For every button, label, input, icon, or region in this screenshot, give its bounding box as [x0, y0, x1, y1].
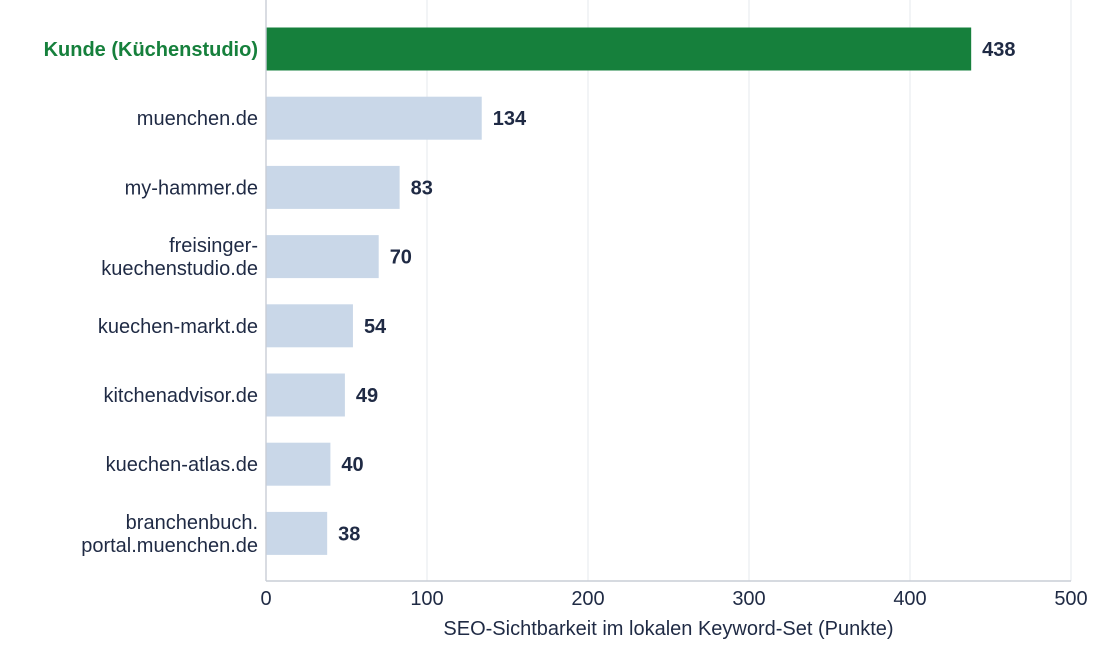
- bar-7: [266, 511, 328, 555]
- x-axis: 0 100 200 300 400 500: [260, 0, 1088, 610]
- value-label-1: 134: [493, 108, 527, 130]
- category-label-2: my-hammer.de: [125, 177, 258, 199]
- category-label-1: muenchen.de: [137, 108, 258, 130]
- x-tick-label-300: 300: [732, 588, 765, 610]
- category-label-3: freisinger-kuechenstudio.de: [101, 235, 258, 280]
- gridlines: [426, 0, 1072, 581]
- category-label-7: branchenbuch. portal.muenchen.de: [81, 512, 258, 557]
- value-labels: 438 134 83 70 54 49 40 38: [338, 39, 1015, 545]
- value-label-0: 438: [982, 39, 1015, 61]
- value-label-7: 38: [338, 523, 360, 545]
- value-label-3: 70: [390, 247, 412, 269]
- value-label-2: 83: [411, 177, 433, 199]
- category-label-6: kuechen-atlas.de: [106, 454, 258, 476]
- x-tick-label-0: 0: [260, 588, 271, 610]
- category-label-4: kuechen-markt.de: [98, 316, 258, 338]
- category-labels: Kunde (Küchenstudio) muenchen.de my-hammer…: [44, 39, 258, 557]
- bar-5: [266, 373, 345, 417]
- bar-2: [266, 165, 400, 209]
- x-tick-label-400: 400: [893, 588, 926, 610]
- value-label-5: 49: [356, 385, 378, 407]
- value-label-4: 54: [364, 316, 387, 338]
- bar-4: [266, 304, 353, 348]
- x-axis-title: SEO-Sichtbarkeit im lokalen Keyword-Set …: [443, 618, 893, 640]
- bar-3: [266, 235, 379, 279]
- category-label-0: Kunde (Küchenstudio): [44, 39, 258, 61]
- bar-0: [266, 27, 972, 71]
- x-tick-label-200: 200: [571, 588, 604, 610]
- category-label-5: kitchenadvisor.de: [103, 385, 258, 407]
- x-tick-label-500: 500: [1054, 588, 1087, 610]
- value-label-6: 40: [341, 454, 363, 476]
- bar-6: [266, 442, 331, 486]
- x-tick-label-100: 100: [410, 588, 443, 610]
- bar-1: [266, 96, 482, 140]
- bars: [266, 27, 972, 555]
